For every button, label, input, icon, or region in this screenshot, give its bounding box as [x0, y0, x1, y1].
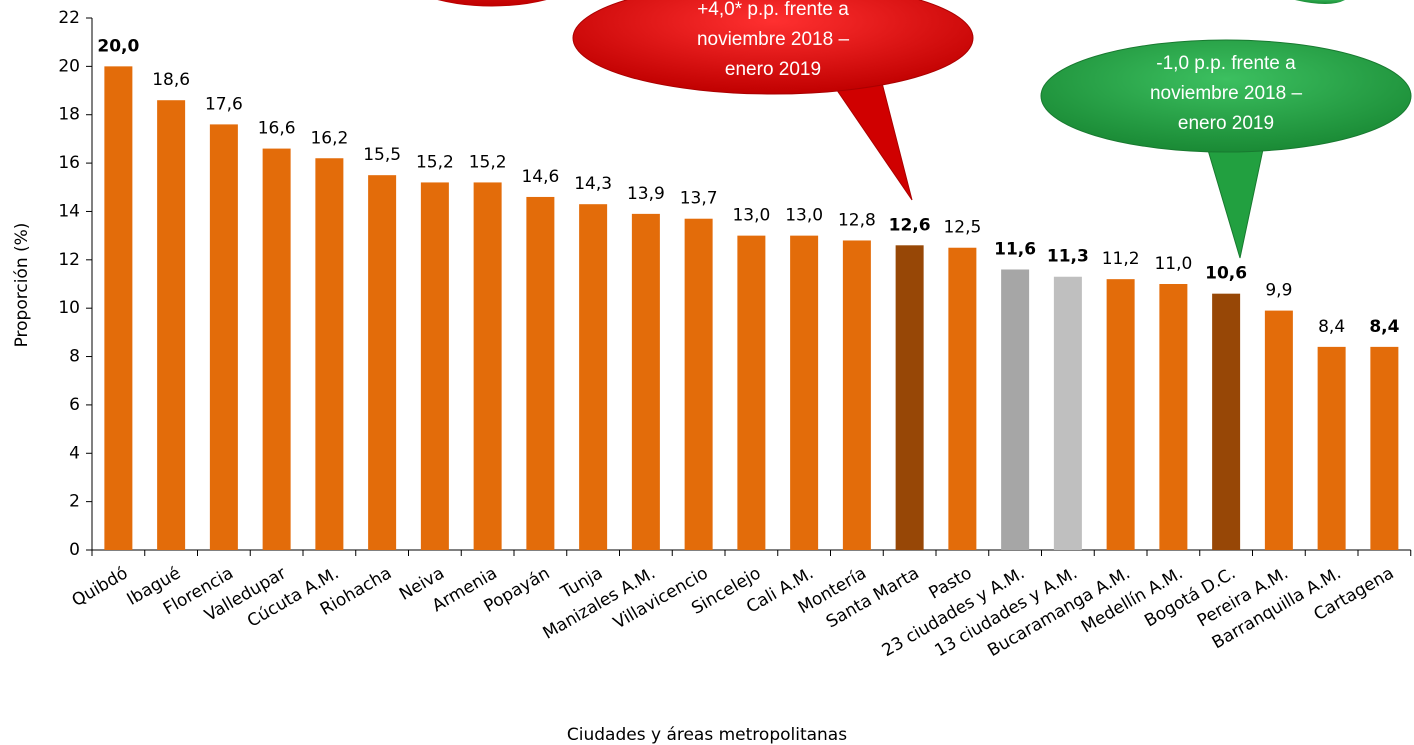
y-tick-label: 18 — [58, 105, 80, 125]
bar — [1106, 279, 1135, 550]
value-label: 13,9 — [627, 184, 665, 204]
callout-text: -1,0 p.p. frente a — [1156, 53, 1296, 74]
value-label: 12,5 — [943, 218, 981, 238]
bar — [1001, 269, 1030, 550]
bar — [790, 235, 819, 551]
callout-text: noviembre 2018 – — [1150, 83, 1303, 104]
value-label: 8,4 — [1318, 317, 1345, 337]
bar — [579, 204, 608, 550]
value-label: 16,2 — [310, 128, 348, 148]
y-tick-label: 10 — [58, 298, 80, 318]
callout-body — [572, 0, 974, 95]
bar — [473, 182, 502, 550]
bar — [104, 66, 133, 550]
value-label: 14,6 — [521, 167, 559, 187]
value-label: 11,2 — [1102, 249, 1140, 269]
y-tick-label: 22 — [58, 8, 80, 28]
bar — [209, 124, 238, 551]
value-label: 17,6 — [205, 94, 243, 114]
bar — [1053, 276, 1082, 550]
y-tick-label: 20 — [58, 56, 80, 76]
bar — [737, 235, 766, 551]
bar — [1317, 346, 1346, 550]
value-label: 20,0 — [97, 36, 139, 56]
y-tick-label: 2 — [69, 492, 80, 512]
bar — [1370, 346, 1399, 550]
value-label: 12,6 — [889, 215, 931, 235]
callout-green: -1,0 p.p. frente a noviembre 2018 – enero … — [1040, 39, 1412, 259]
value-label: 10,6 — [1205, 264, 1247, 284]
value-label: 13,7 — [680, 189, 718, 209]
callout-text: +4,0* p.p. frente a — [697, 0, 849, 20]
callout-tail — [829, 74, 913, 201]
callout-text: enero 2019 — [725, 59, 821, 80]
callout-red: +4,0* p.p. frente a noviembre 2018 – enero… — [572, 0, 974, 201]
y-tick-label: 6 — [69, 395, 80, 415]
bar — [420, 182, 449, 550]
value-label: 9,9 — [1265, 281, 1292, 301]
value-label: 13,0 — [732, 206, 770, 226]
bar — [526, 196, 555, 551]
value-label: 11,3 — [1047, 247, 1089, 267]
value-label: 11,0 — [1154, 254, 1192, 274]
bar — [895, 245, 924, 551]
bar — [368, 175, 397, 550]
bar — [315, 158, 344, 550]
y-tick-label: 0 — [69, 540, 80, 560]
bar — [684, 218, 713, 550]
x-tick-label: Quibdó — [69, 563, 132, 611]
y-tick-label: 12 — [58, 250, 80, 270]
callout-fragment — [437, 0, 547, 7]
x-axis-title: Ciudades y áreas metropolitanas — [567, 725, 847, 745]
bar — [157, 100, 186, 550]
y-tick-label: 14 — [58, 201, 80, 221]
value-label: 11,6 — [994, 239, 1036, 259]
callout-tail — [1204, 139, 1266, 259]
value-label: 15,2 — [416, 152, 454, 172]
bar — [1264, 310, 1293, 550]
value-label: 15,2 — [469, 152, 507, 172]
value-label: 14,3 — [574, 174, 612, 194]
value-label: 13,0 — [785, 206, 823, 226]
y-axis-title: Proporción (%) — [12, 223, 32, 348]
callout-fragment — [1295, 0, 1345, 4]
value-label: 16,6 — [258, 119, 296, 139]
value-label: 12,8 — [838, 210, 876, 230]
value-label: 18,6 — [152, 70, 190, 90]
callout-body — [1040, 39, 1412, 153]
callout-text: noviembre 2018 – — [697, 29, 850, 50]
y-tick-label: 8 — [69, 347, 80, 367]
callout-text: enero 2019 — [1178, 113, 1274, 134]
bar — [631, 213, 660, 550]
bar — [948, 247, 977, 550]
bar — [1159, 284, 1188, 550]
value-label: 15,5 — [363, 145, 401, 165]
bar — [262, 148, 291, 550]
y-tick-label: 4 — [69, 443, 80, 463]
bar — [842, 240, 871, 551]
bar — [1212, 293, 1241, 550]
y-tick-label: 16 — [58, 153, 80, 173]
value-label: 8,4 — [1369, 317, 1399, 337]
